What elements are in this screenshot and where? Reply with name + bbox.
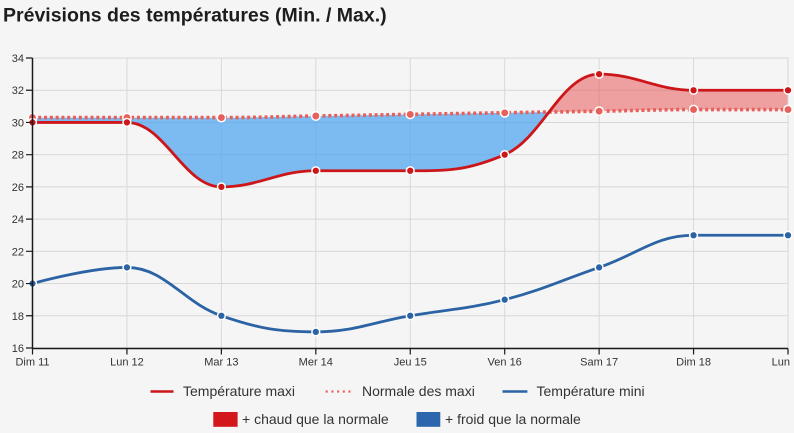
svg-text:Jeu 15: Jeu 15 bbox=[394, 357, 427, 369]
svg-text:+ chaud que la normale: + chaud que la normale bbox=[242, 411, 389, 427]
svg-text:Sam 17: Sam 17 bbox=[580, 357, 618, 369]
svg-text:30: 30 bbox=[12, 117, 24, 129]
svg-text:Dim 11: Dim 11 bbox=[15, 357, 49, 369]
svg-text:Prévisions des températures (M: Prévisions des températures (Min. / Max.… bbox=[3, 5, 387, 27]
svg-text:24: 24 bbox=[12, 214, 24, 226]
svg-text:Mar 13: Mar 13 bbox=[204, 357, 238, 369]
svg-text:22: 22 bbox=[12, 246, 24, 258]
svg-text:Température maxi: Température maxi bbox=[183, 383, 295, 399]
svg-text:Dim 18: Dim 18 bbox=[676, 357, 711, 369]
svg-text:Lun: Lun bbox=[772, 357, 790, 369]
svg-text:28: 28 bbox=[12, 150, 24, 162]
svg-text:Ven 16: Ven 16 bbox=[488, 357, 522, 369]
svg-text:26: 26 bbox=[12, 182, 24, 194]
svg-text:+ froid que la normale: + froid que la normale bbox=[445, 411, 581, 427]
svg-text:Mer 14: Mer 14 bbox=[299, 357, 333, 369]
svg-text:Normale des maxi: Normale des maxi bbox=[362, 383, 475, 399]
svg-text:Lun 12: Lun 12 bbox=[110, 357, 144, 369]
svg-text:20: 20 bbox=[12, 279, 24, 291]
svg-text:Température mini: Température mini bbox=[537, 383, 645, 399]
svg-text:32: 32 bbox=[12, 85, 24, 97]
svg-text:18: 18 bbox=[12, 311, 24, 323]
svg-text:16: 16 bbox=[12, 343, 24, 355]
svg-text:34: 34 bbox=[12, 53, 24, 65]
